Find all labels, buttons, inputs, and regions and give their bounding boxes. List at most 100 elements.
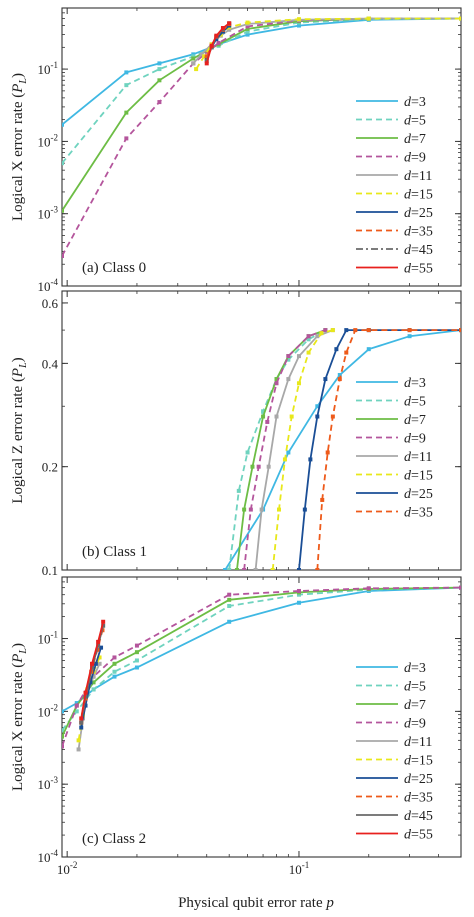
data-point-d9 [274, 381, 279, 386]
data-point-d5 [261, 409, 266, 414]
data-point-d5 [157, 67, 162, 72]
legend-label-d11: d=11 [404, 450, 432, 465]
y-axis-label: Logical X error rate (PL) [10, 73, 29, 221]
data-point-d11 [191, 61, 196, 66]
data-point-d7 [124, 110, 129, 115]
legend: d=3 d=5 d=7 d=9 d=11 d=15 d=25 d=35 d=45 d=55 [356, 661, 433, 843]
data-point-d3 [124, 70, 129, 75]
data-point-d15 [459, 16, 461, 21]
data-point-d25 [302, 507, 307, 512]
data-point-d3 [191, 52, 196, 57]
data-point-d9 [256, 464, 261, 469]
data-point-d15 [194, 67, 199, 72]
legend-label-d25: d=25 [404, 772, 433, 787]
data-point-d9 [157, 100, 162, 105]
series-line-d9 [62, 586, 461, 747]
data-point-d9 [245, 24, 250, 29]
data-point-d55 [96, 639, 101, 644]
legend-label-d55: d=55 [404, 828, 433, 843]
data-point-d35 [353, 328, 358, 333]
data-point-d15 [330, 328, 335, 333]
data-point-d3 [134, 665, 139, 670]
data-point-d11 [266, 464, 271, 469]
data-point-d15 [296, 381, 301, 386]
data-point-d3 [407, 334, 412, 339]
data-point-d15 [76, 738, 81, 743]
legend-label-d7: d=7 [404, 413, 426, 428]
series-line-d25 [298, 329, 461, 570]
series-line-d9 [62, 17, 461, 257]
series-line-d5 [228, 329, 326, 570]
data-point-d25 [88, 680, 93, 685]
y-axis-label: Logical X error rate (PL) [10, 643, 29, 791]
data-point-d7 [245, 26, 250, 31]
data-point-d11 [253, 568, 258, 570]
panel-class-2: 10-2 10-1 10-1 10-2 10-3 10-4 Logical X error … [10, 576, 462, 877]
data-point-d15 [202, 54, 207, 59]
data-point-d9 [306, 334, 311, 339]
y-axis-label: Logical Z error rate (PL) [10, 357, 29, 503]
x-axis-label: Physical qubit error rate p [178, 895, 334, 911]
data-point-d35 [366, 328, 371, 333]
legend-label-d35: d=35 [404, 506, 433, 521]
data-point-d55 [227, 21, 232, 26]
data-point-d9 [248, 507, 253, 512]
y-tick-label: 0.2 [42, 460, 58, 475]
legend-label-d45: d=45 [404, 809, 433, 824]
series-line-d5 [62, 586, 461, 731]
data-point-d7 [91, 680, 96, 685]
legend-label-d25: d=25 [404, 206, 433, 221]
data-point-d35 [204, 54, 209, 59]
data-point-d11 [296, 354, 301, 359]
data-point-d7 [112, 661, 117, 666]
data-point-d3 [227, 619, 232, 624]
legend-label-d7: d=7 [404, 698, 426, 713]
data-point-d11 [227, 27, 232, 32]
data-point-d5 [191, 54, 196, 59]
series-group [223, 328, 461, 570]
x-tick-label: 10-1 [289, 860, 310, 877]
data-point-d3 [337, 372, 342, 377]
legend-label-d11: d=11 [404, 735, 432, 750]
series-line-d5 [62, 17, 461, 164]
data-point-d9 [323, 328, 328, 333]
data-point-d25 [79, 725, 84, 730]
series-line-d9 [243, 329, 326, 570]
data-point-d15 [97, 655, 102, 660]
data-point-d25 [334, 347, 339, 352]
data-point-d5 [296, 592, 301, 597]
data-point-d7 [191, 56, 196, 61]
data-point-d3 [296, 600, 301, 605]
series-group [62, 585, 461, 752]
data-point-d25 [214, 37, 219, 42]
data-point-d5 [306, 337, 311, 342]
y-tick-label: 10-4 [38, 277, 59, 294]
y-tick-label: 10-4 [38, 848, 59, 865]
data-point-d25 [296, 568, 301, 570]
data-point-d5 [134, 658, 139, 663]
data-point-d5 [62, 161, 64, 166]
data-point-d3 [315, 404, 320, 409]
legend-label-d35: d=35 [404, 225, 433, 240]
y-tick-label: 10-1 [38, 630, 59, 647]
y-tick-label: 10-3 [38, 775, 59, 792]
data-point-d55 [204, 61, 209, 66]
data-point-d15 [296, 17, 301, 22]
data-point-d15 [245, 20, 250, 25]
data-point-d11 [259, 507, 264, 512]
data-point-d5 [236, 488, 241, 493]
data-point-d15 [366, 16, 371, 21]
legend-label-d25: d=25 [404, 487, 433, 502]
data-point-d35 [325, 450, 330, 455]
data-point-d3 [112, 674, 117, 679]
data-point-d35 [459, 328, 461, 333]
panel-label: (c) Class 2 [82, 831, 146, 847]
data-point-d35 [315, 568, 320, 570]
legend-label-d15: d=15 [404, 469, 433, 484]
data-point-d15 [282, 457, 287, 462]
data-point-d9 [62, 744, 64, 749]
data-point-d55 [101, 619, 106, 624]
data-point-d3 [62, 709, 64, 714]
data-point-d3 [296, 23, 301, 28]
